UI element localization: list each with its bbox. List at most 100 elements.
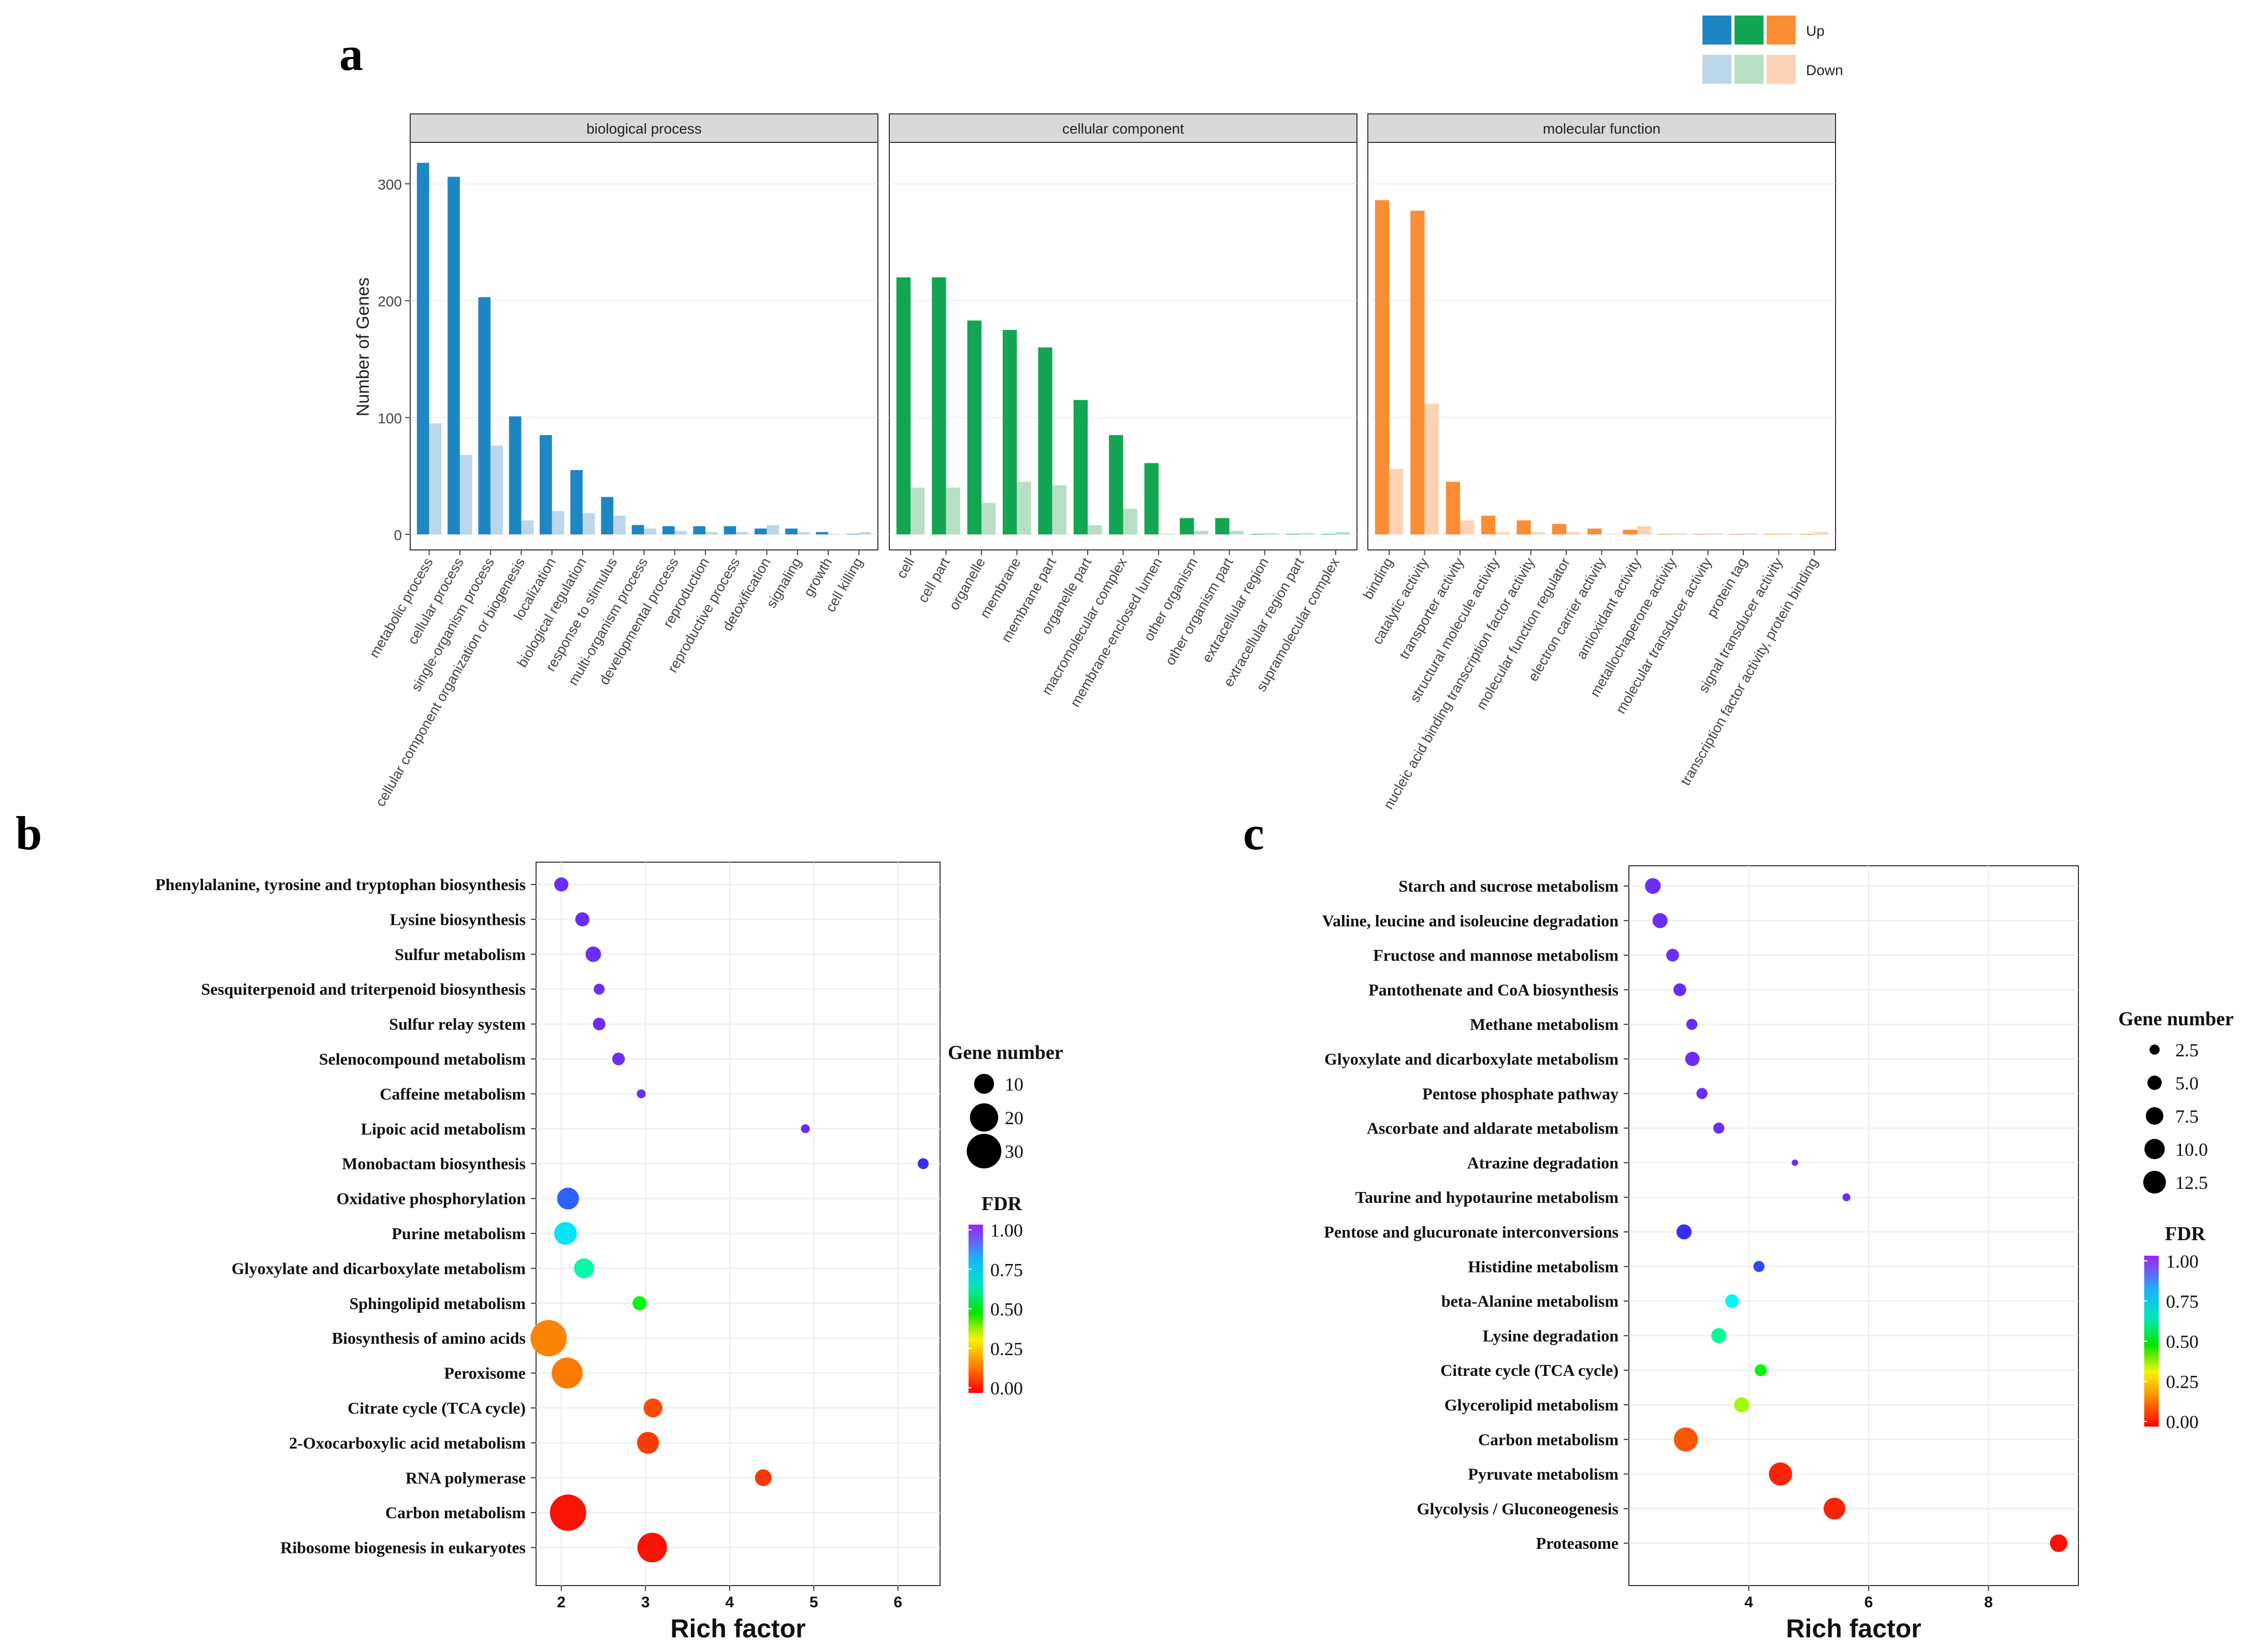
y-tick-label: 100 — [378, 410, 402, 426]
bar-up — [1552, 524, 1567, 534]
bar-down — [1194, 531, 1208, 534]
bar-up — [539, 435, 552, 534]
legend-a: Up Down — [1702, 16, 1843, 84]
data-point — [585, 946, 601, 962]
data-point — [1842, 1193, 1851, 1201]
data-point — [1769, 1462, 1793, 1486]
pathway-label: Glycerolipid metabolism — [1444, 1396, 1619, 1414]
data-point — [1755, 1364, 1767, 1376]
pathway-label: Proteasome — [1536, 1534, 1619, 1552]
data-point — [554, 877, 569, 892]
bar-up — [662, 526, 675, 534]
x-tick-label: 2 — [557, 1594, 566, 1611]
bar-down — [1017, 482, 1031, 534]
legend-key-up — [1702, 16, 1731, 45]
panel-c-bubble-chart: Starch and sucrose metabolism Valine, leu… — [1322, 865, 2234, 1642]
fdr-legend-label: 0.50 — [990, 1299, 1023, 1320]
pathway-label: Sphingolipid metabolism — [349, 1294, 526, 1313]
facet-panel — [1367, 142, 1836, 550]
bar-up — [1410, 210, 1425, 534]
size-legend-key — [974, 1073, 994, 1094]
bar-down — [911, 487, 925, 534]
data-point — [1685, 1052, 1700, 1066]
data-point — [1673, 983, 1686, 996]
facet-strip — [410, 113, 878, 143]
y-tick-label: 300 — [378, 177, 402, 193]
pathway-label: Peroxisome — [444, 1364, 526, 1383]
bar-up — [1446, 482, 1460, 534]
pathway-label: Fructose and mannose metabolism — [1373, 946, 1619, 965]
x-tick-label: 8 — [1984, 1594, 1993, 1611]
size-legend-label: 7.5 — [2175, 1106, 2199, 1127]
size-legend-label: 5.0 — [2175, 1073, 2199, 1094]
pathway-label: Purine metabolism — [392, 1224, 526, 1243]
bar-up — [1623, 529, 1637, 534]
bar-up — [416, 163, 429, 534]
size-legend-key — [966, 1134, 1002, 1169]
data-point — [1645, 878, 1661, 894]
pathway-label: Sulfur relay system — [389, 1015, 526, 1034]
pathway-label: Selenocompound metabolism — [319, 1050, 526, 1068]
data-point — [637, 1532, 667, 1563]
bar-down — [767, 525, 779, 534]
bar-down — [429, 423, 442, 534]
plot-panel — [1628, 865, 2079, 1586]
bar-down — [1300, 533, 1314, 534]
bar-up — [785, 528, 798, 534]
bar-up — [478, 297, 491, 534]
data-point — [557, 1187, 579, 1210]
data-point — [575, 912, 590, 927]
bar-down — [1052, 485, 1067, 534]
bar-up — [1073, 400, 1088, 534]
data-point — [554, 1222, 577, 1245]
y-axis-label: Number of Genes — [353, 278, 373, 416]
bar-up — [509, 416, 522, 534]
bar-up — [601, 497, 614, 534]
pathway-label: Carbon metabolism — [385, 1503, 526, 1522]
bar-down — [1265, 533, 1279, 534]
pathway-label: Starch and sucrose metabolism — [1398, 877, 1619, 895]
pathway-label: Pyruvate metabolism — [1468, 1465, 1619, 1484]
size-legend-key — [2146, 1107, 2163, 1125]
pathway-label: Glyoxylate and dicarboxylate metabolism — [1324, 1050, 1619, 1068]
pathway-label: Phenylalanine, tyrosine and tryptophan b… — [155, 875, 526, 894]
data-point — [2049, 1534, 2068, 1552]
pathway-label: Lysine biosynthesis — [390, 910, 526, 928]
pathway-label: Monobactam biosynthesis — [342, 1154, 526, 1173]
pathway-label: Taurine and hypotaurine metabolism — [1355, 1188, 1619, 1207]
legend-label-down: Down — [1806, 62, 1843, 78]
data-point — [1673, 1427, 1698, 1451]
pathway-label: Pantothenate and CoA biosynthesis — [1368, 980, 1619, 999]
data-point — [917, 1158, 929, 1169]
bar-down — [1743, 533, 1758, 534]
bar-down — [644, 528, 657, 534]
figure-label-c: c — [1243, 807, 1264, 860]
bar-down — [797, 532, 810, 534]
bar-down — [1335, 532, 1350, 534]
legend-key-up — [1735, 16, 1764, 45]
fdr-legend-label: 0.50 — [2166, 1331, 2199, 1352]
x-tick-label: growth — [801, 555, 835, 599]
bar-up — [1109, 435, 1123, 534]
bar-up — [1587, 528, 1602, 534]
figure-label-b: b — [16, 807, 42, 860]
data-point — [1676, 1224, 1692, 1240]
data-point — [574, 1258, 594, 1278]
facet-strip — [1367, 113, 1836, 143]
facet-strip-label: molecular function — [1543, 121, 1660, 137]
data-point — [1652, 913, 1668, 928]
bar-down — [946, 487, 960, 534]
fdr-legend-title: FDR — [981, 1193, 1022, 1215]
data-point — [1686, 1019, 1698, 1030]
data-point — [1725, 1294, 1739, 1308]
bar-up — [1481, 515, 1496, 534]
bar-up — [693, 526, 706, 534]
bar-up — [1516, 520, 1531, 534]
size-legend-label: 10 — [1005, 1074, 1023, 1095]
pathway-label: Methane metabolism — [1470, 1015, 1619, 1034]
fdr-legend-title: FDR — [2165, 1223, 2206, 1245]
bar-up — [1038, 347, 1052, 534]
size-legend-key — [970, 1103, 999, 1132]
pathway-label: Carbon metabolism — [1478, 1430, 1619, 1449]
